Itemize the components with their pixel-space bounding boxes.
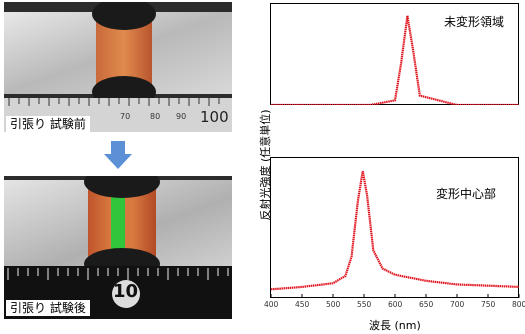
x-tick-label: 750 (481, 300, 496, 309)
after-caption: 引張り 試験後 (6, 300, 90, 316)
photo-after: 10 (4, 176, 232, 319)
bottom-panel-label: 変形中心部 (436, 187, 497, 201)
before-caption: 引張り 試験前 (6, 116, 90, 132)
ruler-number-80: 80 (150, 112, 161, 121)
bottom-plot-frame (270, 157, 519, 298)
ruler-number-70: 70 (120, 112, 131, 121)
ruler-number-100: 100 (200, 108, 229, 126)
ruler-number-10: 10 (113, 281, 139, 302)
top-plot-frame (270, 3, 519, 105)
spectrum-curve-deformed (270, 170, 519, 291)
top-panel-label: 未変形領域 (444, 15, 505, 29)
specimen-before-image (4, 2, 232, 132)
spectrum-bottom-panel (270, 157, 520, 298)
x-tick-label: 650 (419, 300, 434, 309)
x-tick-label: 400 (264, 300, 279, 309)
x-tick-label: 500 (326, 300, 341, 309)
ruler-number-90: 90 (176, 112, 187, 121)
spectrum-curve-undeformed (271, 15, 519, 105)
x-tick-label: 800 (512, 300, 525, 309)
x-tick-label: 700 (450, 300, 465, 309)
x-axis-title: 波長 (nm) (369, 319, 421, 332)
specimen-after-image (4, 176, 232, 319)
x-tick-label: 450 (295, 300, 310, 309)
spectrum-top-panel (270, 3, 519, 105)
photo-before: 70 80 90 100 (4, 2, 232, 132)
x-tick-label: 550 (357, 300, 372, 309)
x-tick-label: 600 (388, 300, 403, 309)
down-arrow-icon (104, 141, 132, 169)
